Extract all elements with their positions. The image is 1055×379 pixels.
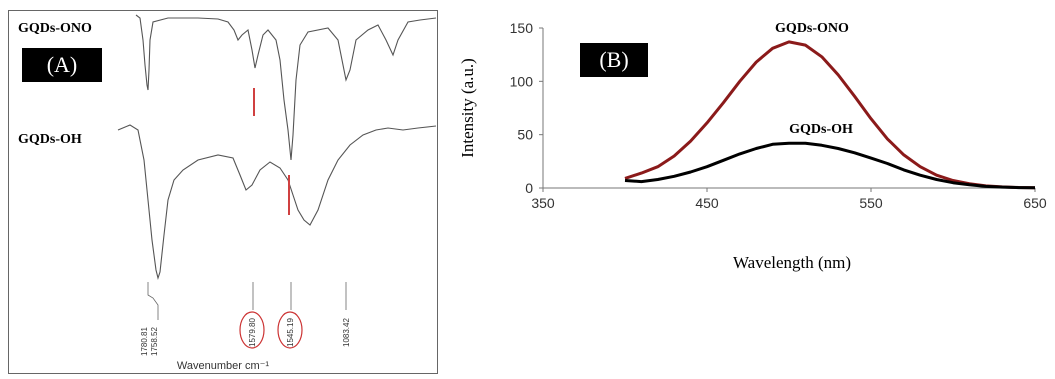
pl-series-line-0	[624, 40, 1036, 190]
panel-a-label: (A)	[22, 48, 102, 82]
pl-axes	[542, 28, 1035, 189]
pl-x-tick-label: 350	[531, 195, 555, 211]
pl-y-tick-label: 100	[510, 73, 534, 89]
pl-x-tick-label: 450	[695, 195, 719, 211]
peak-leader-1	[147, 282, 159, 320]
pl-series-label-ono: GQDs-ONO	[775, 21, 849, 36]
peak-label: 1758.52	[150, 327, 159, 356]
ftir-spectrum-oh	[117, 124, 437, 280]
peak-label: 1579.80	[248, 318, 257, 347]
panel-b-label: (B)	[580, 43, 648, 77]
pl-y-tick-label: 0	[525, 180, 533, 196]
pl-x-axis-label: Wavelength (nm)	[733, 253, 851, 272]
pl-x-tick-label: 650	[1023, 195, 1047, 211]
peak-circle-2	[277, 311, 303, 349]
ftir-x-axis-label: Wavenumber cm⁻¹	[177, 360, 270, 372]
peak-circle-1	[239, 311, 265, 349]
peak-label: 1083.42	[342, 318, 351, 347]
pl-series-lines	[624, 40, 1036, 190]
pl-y-tick-label: 150	[510, 20, 534, 36]
pl-x-tick-label: 550	[859, 195, 883, 211]
peak-label: 1545.19	[286, 318, 295, 347]
panel-a-ftir: 1780.81 1758.52 1579.80 1545.19 1083.42 …	[8, 10, 438, 374]
ftir-series-name-ono: GQDs-ONO	[18, 21, 92, 36]
pl-y-tick-label: 50	[517, 127, 533, 143]
ftir-series-name-oh: GQDs-OH	[18, 132, 82, 147]
pl-chart: 0 50 100 150 350 450 550 650 Wavelength (nm) In…	[458, 20, 1047, 272]
peak-label: 1780.81	[140, 327, 149, 356]
pl-ticks: 0 50 100 150 350 450 550 650	[510, 20, 1047, 211]
ftir-spectrum-ono	[135, 14, 437, 161]
pl-series-line-1	[624, 141, 1036, 190]
pl-series-label-oh: GQDs-OH	[789, 122, 853, 137]
pl-y-axis-label: Intensity (a.u.)	[458, 58, 477, 158]
panel-b-photoluminescence: 0 50 100 150 350 450 550 650 Wavelength (nm) In…	[440, 0, 1055, 290]
